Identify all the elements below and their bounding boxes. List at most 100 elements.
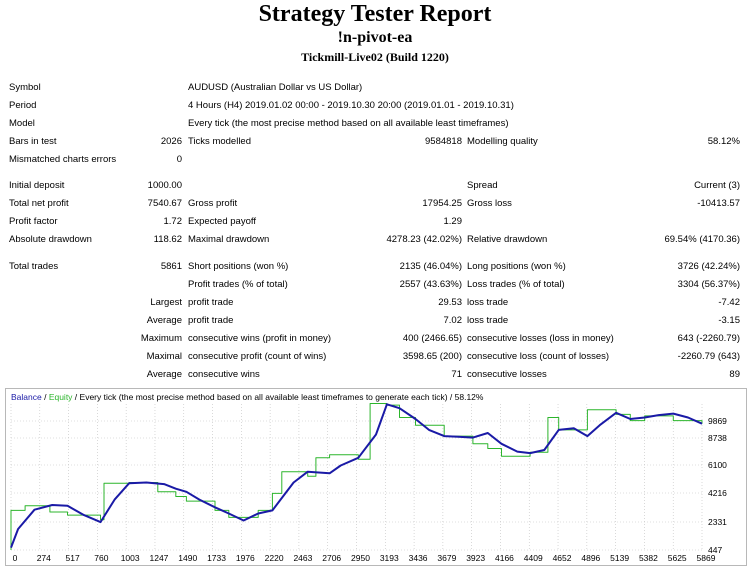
rel-drawdown-value: 69.54% (4170.36) [664,234,740,245]
deposit-label: Initial deposit [9,180,65,191]
x-tick-label: 1490 [178,553,197,563]
long-positions-value: 3726 (42.24%) [677,261,740,272]
expert-advisor-name: !n-pivot-ea [337,29,413,46]
quality-value: 58.12% [707,136,740,147]
maximal-consec-loss-value: -2260.79 (643) [677,351,740,362]
x-tick-label: 5869 [697,553,716,563]
x-tick-label: 5139 [610,553,629,563]
gross-profit-label: Gross profit [188,198,238,209]
loss-trades-value: 3304 (56.37%) [677,279,740,290]
ticks-label: Ticks modelled [188,136,252,147]
max-consec-wins-value: 400 (2466.65) [402,333,462,344]
average-loss-label: loss trade [467,315,509,326]
chart-grid [10,404,703,551]
x-axis-ticks: 0 274 517 760 1003 1247 1490 1733 1976 2220 2463 27… [13,553,716,563]
max-consec-wins-label: consecutive wins (profit in money) [188,333,332,344]
symbol-value: AUDUSD (Australian Dollar vs US Dollar) [188,82,363,93]
x-tick-label: 1247 [149,553,168,563]
x-tick-label: 3923 [466,553,485,563]
gross-loss-value: -10413.57 [697,198,740,209]
profit-trades-label: Profit trades (% of total) [188,279,288,290]
long-positions-label: Long positions (won %) [467,261,566,272]
legend-balance: Balance [11,392,42,402]
net-profit-label: Total net profit [9,198,69,209]
max-consec-losses-value: 643 (-2260.79) [677,333,740,344]
x-tick-label: 1733 [207,553,226,563]
legend-description: / Every tick (the most precise method ba… [72,392,483,402]
chart-series [10,403,703,550]
model-label: Model [9,118,35,129]
y-tick-label: 2331 [708,517,727,527]
y-tick-label: 447 [708,545,722,555]
report-title: Strategy Tester Report [258,1,492,27]
avg-consec-losses-label: consecutive losses [467,369,547,380]
abs-drawdown-value: 118.62 [153,234,182,245]
largest-label: Largest [150,297,182,308]
loss-trades-label: Loss trades (% of total) [467,279,565,290]
y-axis-ticks: 9869 8738 6100 4216 2331 447 [708,416,727,555]
model-value: Every tick (the most precise method base… [188,118,509,129]
bars-value: 2026 [160,136,182,147]
x-tick-label: 2706 [322,553,341,563]
average-label: Average [146,315,182,326]
average-loss-value: -3.15 [718,315,740,326]
x-tick-label: 2950 [351,553,370,563]
legend-separator: / [42,392,49,402]
total-trades-label: Total trades [9,261,59,272]
mismatched-value: 0 [176,154,182,165]
mismatched-label: Mismatched charts errors [9,154,117,165]
x-tick-label: 517 [65,553,79,563]
net-profit-value: 7540.67 [147,198,182,209]
bars-label: Bars in test [9,136,57,147]
largest-loss-value: -7.42 [718,297,740,308]
x-tick-label: 4166 [495,553,514,563]
maximal-consec-profit-value: 3598.65 (200) [402,351,462,362]
legend-equity: Equity [49,392,73,402]
short-positions-label: Short positions (won %) [188,261,289,272]
x-tick-label: 5625 [668,553,687,563]
expected-payoff-value: 1.29 [443,216,463,227]
spread-label: Spread [467,180,498,191]
x-tick-label: 3193 [380,553,399,563]
period-value: 4 Hours (H4) 2019.01.02 00:00 - 2019.10.… [188,100,514,111]
average-profit-label: profit trade [188,315,234,326]
y-tick-label: 9869 [708,416,727,426]
x-tick-label: 4896 [581,553,600,563]
x-tick-label: 0 [13,553,18,563]
balance-line [10,403,703,548]
symbol-label: Symbol [9,82,41,93]
profit-trades-value: 2557 (43.63%) [399,279,462,290]
largest-profit-label: profit trade [188,297,234,308]
chart-legend: Balance / Equity / Every tick (the most … [11,392,484,402]
x-tick-label: 1003 [121,553,140,563]
x-tick-label: 4409 [524,553,543,563]
chart-frame [5,388,747,566]
x-tick-label: 3436 [409,553,428,563]
ticks-value: 9584818 [425,136,462,147]
x-tick-label: 2220 [265,553,284,563]
profit-factor-value: 1.72 [163,216,183,227]
server-build: Tickmill-Live02 (Build 1220) [301,50,449,64]
max-drawdown-label: Maximal drawdown [188,234,270,245]
y-tick-label: 4216 [708,488,727,498]
period-label: Period [9,100,37,111]
expected-payoff-label: Expected payoff [188,216,256,227]
maximum-label: Maximum [140,333,182,344]
y-tick-label: 6100 [708,460,727,470]
x-tick-label: 5382 [639,553,658,563]
total-trades-value: 5861 [160,261,182,272]
max-consec-losses-label: consecutive losses (loss in money) [467,333,614,344]
gross-loss-label: Gross loss [467,198,512,209]
average-consec-label: Average [146,369,182,380]
quality-label: Modelling quality [467,136,538,147]
balance-equity-chart: Balance / Equity / Every tick (the most … [5,388,747,566]
spread-value: Current (3) [694,180,740,191]
abs-drawdown-label: Absolute drawdown [9,234,92,245]
maximal-consec-profit-label: consecutive profit (count of wins) [188,351,327,362]
largest-profit-value: 29.53 [438,297,462,308]
avg-consec-losses-value: 89 [729,369,740,380]
x-tick-label: 2463 [293,553,312,563]
avg-consec-wins-value: 71 [451,369,462,380]
x-tick-label: 4652 [553,553,572,563]
short-positions-value: 2135 (46.04%) [399,261,462,272]
